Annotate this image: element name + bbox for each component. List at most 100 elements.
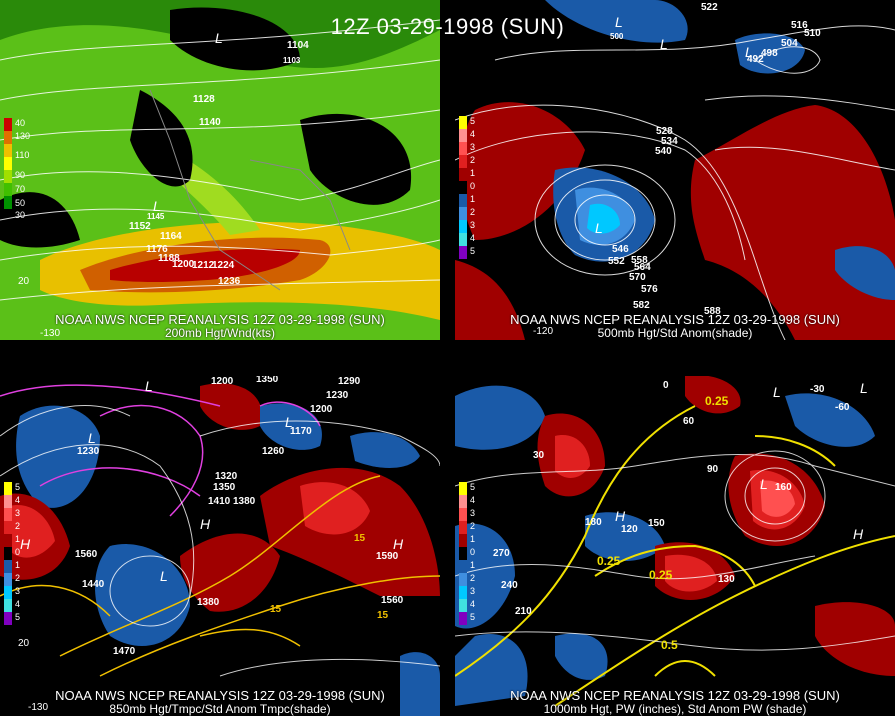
main-title: 12Z 03-29-1998 (SUN) xyxy=(330,14,565,39)
scale-label: 2 xyxy=(470,207,476,217)
map-1000mb xyxy=(455,376,895,716)
panel-variable-caption: 200mb Hgt/Wnd(kts) xyxy=(164,326,276,340)
low-pressure-symbol: L xyxy=(215,30,223,46)
scale-label: 3 xyxy=(470,508,476,518)
contour-label: 1200 xyxy=(172,259,195,270)
contour-label: 0.25 xyxy=(597,554,621,568)
contour-label: 30 xyxy=(533,450,545,461)
contour-label: -60 xyxy=(835,402,850,413)
scale-label: 3 xyxy=(470,586,476,596)
map-200mb xyxy=(0,0,440,340)
contour-label: 1200 xyxy=(211,376,234,387)
contour-label: 90 xyxy=(707,464,719,475)
panel-variable-caption: 850mb Hgt/Tmpc/Std Anom Tmpc(shade) xyxy=(109,702,331,716)
contour-label: 1320 xyxy=(215,471,238,482)
contour-label: 1380 xyxy=(233,496,256,507)
contour-label: 564 xyxy=(634,262,651,273)
contour-label: 1440 xyxy=(82,579,105,590)
edge-label: -130 xyxy=(40,328,61,339)
contour-label: 546 xyxy=(612,244,629,255)
scale-label: 50 xyxy=(15,198,26,208)
low-pressure-symbol: L xyxy=(773,384,781,400)
contour-label: 1145 xyxy=(147,212,165,221)
panel-variable-caption: 1000mb Hgt, PW (inches), Std Anom PW (sh… xyxy=(543,702,807,716)
contour-label: 120 xyxy=(621,524,638,535)
contour-label: 1104 xyxy=(287,40,309,51)
low-pressure-symbol: L xyxy=(860,380,868,396)
low-pressure-symbol: L xyxy=(145,378,153,394)
contour-label: 1590 xyxy=(376,551,399,562)
scale-label: 1 xyxy=(15,534,21,544)
scale-label: 4 xyxy=(470,233,476,243)
scale-label: 0 xyxy=(470,547,476,557)
contour-label: 0.5 xyxy=(661,638,678,652)
contour-label: 504 xyxy=(781,38,798,49)
panel-source-caption: NOAA NWS NCEP REANALYSIS 12Z 03-29-1998 … xyxy=(55,688,385,703)
scale-label: 2 xyxy=(470,155,476,165)
contour-label: -30 xyxy=(810,384,825,395)
scale-label: 1 xyxy=(470,168,476,178)
contour-label: 492 xyxy=(747,54,764,65)
scale-label: 40 xyxy=(15,118,26,128)
high-pressure-symbol: H xyxy=(853,526,864,542)
contour-label: 1152 xyxy=(129,221,151,232)
contour-label: 570 xyxy=(629,272,646,283)
contour-label: 1260 xyxy=(262,446,285,457)
contour-label: 558 xyxy=(631,255,648,266)
contour-label: 1236 xyxy=(218,276,241,287)
contour-label: 1200 xyxy=(310,404,333,415)
contour-label: 576 xyxy=(641,284,658,295)
scale-label: 4 xyxy=(470,599,476,609)
scale-label: 2 xyxy=(470,573,476,583)
contour-label: 1140 xyxy=(199,117,221,128)
scale-label: 0 xyxy=(470,181,476,191)
contour-label: 588 xyxy=(704,306,721,317)
scale-label: 1 xyxy=(470,534,476,544)
contour-label: 130 xyxy=(718,574,735,585)
scale-label: 2 xyxy=(470,521,476,531)
panel-200mb: 40 130 110 90 70 50 30 1104 1103 1128 11… xyxy=(0,0,440,340)
contour-label: 552 xyxy=(608,256,625,267)
scale-label: 30 xyxy=(15,210,26,220)
contour-label: 15 xyxy=(377,610,389,621)
panel-source-caption: NOAA NWS NCEP REANALYSIS 12Z 03-29-1998 … xyxy=(55,312,385,327)
low-pressure-symbol: L xyxy=(615,14,623,30)
panel-1000mb: 5 4 3 2 1 0 1 2 3 4 5 0 30 60 90 120 150… xyxy=(455,376,895,716)
contour-label: 1170 xyxy=(290,426,312,437)
scale-label: 2 xyxy=(15,521,21,531)
scale-label: 5 xyxy=(470,116,476,126)
contour-label: 1176 xyxy=(146,244,168,255)
scale-label: 130 xyxy=(15,131,31,141)
map-500mb xyxy=(455,0,895,340)
scale-label: 0 xyxy=(15,547,21,557)
scale-label: 1 xyxy=(470,194,476,204)
contour-label: 1103 xyxy=(283,56,301,65)
panel-source-caption: NOAA NWS NCEP REANALYSIS 12Z 03-29-1998 … xyxy=(510,312,840,327)
scale-label: 5 xyxy=(470,612,476,622)
color-scale-1000mb: 5 4 3 2 1 0 1 2 3 4 5 xyxy=(459,482,475,625)
contour-label: 534 xyxy=(661,136,678,147)
high-pressure-symbol: H xyxy=(20,536,31,552)
contour-label: 1224 xyxy=(212,260,235,271)
edge-label: 20 xyxy=(18,638,30,649)
contour-label: 240 xyxy=(501,580,518,591)
contour-label: 1560 xyxy=(381,595,404,606)
map-850mb xyxy=(0,376,440,716)
contour-label: 1380 xyxy=(197,597,220,608)
contour-label: 1410 xyxy=(208,496,231,507)
contour-label: 1350 xyxy=(213,482,236,493)
contour-label: 15 xyxy=(354,533,366,544)
low-pressure-symbol: L xyxy=(153,198,161,214)
scale-label: 3 xyxy=(15,586,21,596)
contour-label: 510 xyxy=(804,28,821,39)
color-scale-200mb: 40 130 110 90 70 50 30 xyxy=(4,118,30,220)
scale-label: 4 xyxy=(470,495,476,505)
contour-label: 0.25 xyxy=(705,394,729,408)
contour-label: 1128 xyxy=(193,94,215,105)
contour-label: 1290 xyxy=(338,376,361,387)
contour-label: 500 xyxy=(610,32,624,41)
contour-label: 1350 xyxy=(256,376,279,385)
edge-label: -120 xyxy=(533,326,554,337)
edge-label: 20 xyxy=(18,276,30,287)
scale-label: 3 xyxy=(470,142,476,152)
